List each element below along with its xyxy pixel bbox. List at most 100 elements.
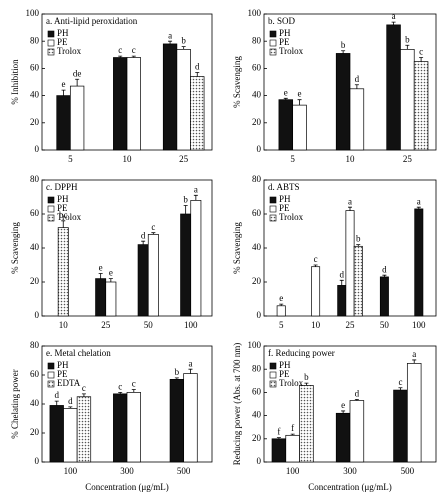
legend-label: Trolox — [279, 212, 304, 222]
y-tick-label: 80 — [30, 174, 40, 184]
error-bar — [405, 44, 410, 50]
bar — [169, 379, 185, 463]
error-bar — [341, 50, 346, 54]
significance-label: d — [339, 269, 344, 279]
y-tick-label: 100 — [248, 8, 262, 18]
bar — [353, 245, 363, 317]
legend-label: PH — [279, 28, 291, 38]
error-bar — [181, 46, 186, 50]
significance-label: e — [279, 293, 283, 303]
legend-swatch — [269, 39, 277, 47]
error-bar — [118, 392, 123, 394]
x-tick-label: 10 — [346, 154, 356, 164]
y-tick-label: 0 — [257, 456, 262, 466]
error-bar — [391, 21, 396, 25]
error-bar — [354, 84, 359, 89]
error-bar — [81, 393, 86, 397]
error-bar — [168, 40, 173, 44]
legend-label: PE — [279, 37, 290, 47]
error-bar — [195, 72, 200, 77]
bar — [95, 278, 107, 317]
significance-label: e — [284, 87, 288, 97]
y-tick-label: 0 — [35, 456, 40, 466]
significance-label: de — [73, 68, 82, 78]
chart-title: d. ABTS — [268, 182, 300, 192]
bar — [57, 227, 69, 317]
significance-label: f — [291, 423, 294, 433]
bar — [126, 392, 141, 463]
legend-label: EDTA — [57, 378, 81, 388]
significance-label: b — [356, 234, 361, 244]
bar — [414, 208, 424, 317]
x-tick-label: 10 — [311, 320, 321, 330]
bar — [113, 393, 128, 463]
y-tick-label: 0 — [257, 144, 262, 154]
legend-swatch — [47, 48, 55, 56]
y-tick-label: 100 — [26, 8, 40, 18]
legend-label: PE — [57, 37, 68, 47]
legend-swatch — [269, 214, 277, 222]
bar — [190, 200, 202, 317]
error-bar — [290, 433, 295, 436]
legend-swatch — [47, 371, 55, 379]
legend-label: PE — [57, 203, 68, 213]
bar — [56, 95, 71, 151]
chart-title: b. SOD — [268, 16, 296, 26]
error-bar — [54, 400, 59, 406]
x-tick-label: 100 — [64, 466, 78, 476]
error-bar — [412, 359, 417, 364]
y-axis-label: Reducing power (Abs. at 700 nm) — [232, 343, 242, 465]
y-tick-label: 60 — [30, 208, 40, 218]
bar — [105, 281, 117, 317]
significance-label: d — [355, 388, 360, 398]
x-tick-label: 5 — [68, 154, 73, 164]
bar — [400, 49, 415, 151]
bar — [311, 266, 321, 317]
x-tick-label: 50 — [380, 320, 390, 330]
significance-label: c — [132, 45, 136, 55]
y-tick-label: 100 — [248, 340, 262, 350]
y-tick-label: 40 — [252, 242, 262, 252]
significance-label: e — [298, 89, 302, 99]
y-tick-label: 60 — [30, 369, 40, 379]
error-bar — [75, 78, 80, 87]
significance-label: d — [355, 74, 360, 84]
chart-title: f. Reducing power — [268, 348, 335, 358]
y-tick-label: 80 — [30, 340, 40, 350]
y-tick-label: 80 — [252, 174, 262, 184]
error-bar — [341, 410, 346, 414]
error-bar — [98, 273, 103, 279]
significance-label: a — [412, 349, 416, 359]
error-bar — [188, 368, 193, 374]
significance-label: b — [183, 195, 188, 205]
bar — [335, 412, 351, 463]
significance-label: d — [382, 264, 387, 274]
error-bar — [356, 244, 361, 247]
y-tick-label: 40 — [252, 90, 262, 100]
y-axis-label: % Chelating power — [10, 369, 20, 438]
significance-label: c — [398, 377, 402, 387]
y-tick-label: 20 — [252, 117, 262, 127]
legend-label: PE — [279, 203, 290, 213]
bar — [113, 57, 128, 151]
significance-label: e — [99, 263, 103, 273]
y-tick-label: 60 — [252, 386, 262, 396]
legend-label: PH — [57, 194, 69, 204]
error-bar — [419, 57, 424, 62]
error-bar — [398, 387, 403, 391]
error-bar — [382, 274, 387, 277]
error-bar — [174, 377, 179, 380]
x-tick-label: 50 — [144, 320, 154, 330]
significance-label: c — [419, 47, 423, 57]
legend-swatch — [47, 380, 55, 388]
bar — [276, 305, 286, 317]
bar — [379, 276, 389, 317]
chart-title: c. DPPH — [46, 182, 78, 192]
x-tick-label: 500 — [177, 466, 191, 476]
legend-label: PH — [57, 28, 69, 38]
legend-swatch — [269, 205, 277, 213]
bar — [349, 88, 365, 151]
significance-label: b — [181, 36, 186, 46]
error-bar — [183, 205, 188, 214]
x-tick-label: 10 — [59, 320, 69, 330]
